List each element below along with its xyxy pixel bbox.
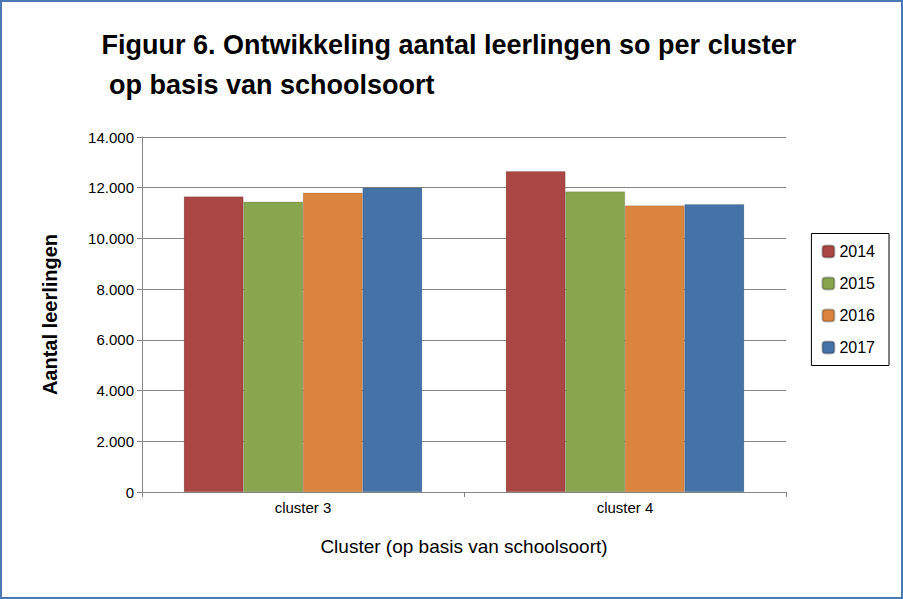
svg-text:2015: 2015 xyxy=(839,275,875,292)
svg-text:2016: 2016 xyxy=(839,307,875,324)
svg-text:10.000: 10.000 xyxy=(88,230,134,247)
svg-text:14.000: 14.000 xyxy=(88,129,134,146)
svg-text:12.000: 12.000 xyxy=(88,179,134,196)
svg-text:Aantal leerlingen: Aantal leerlingen xyxy=(39,234,61,395)
svg-text:4.000: 4.000 xyxy=(96,382,134,399)
svg-text:Cluster (op basis van schoolso: Cluster (op basis van schoolsoort) xyxy=(320,536,607,557)
svg-text:2.000: 2.000 xyxy=(96,433,134,450)
svg-text:cluster 4: cluster 4 xyxy=(597,499,654,516)
svg-text:8.000: 8.000 xyxy=(96,281,134,298)
svg-text:0: 0 xyxy=(126,484,134,501)
svg-text:cluster 3: cluster 3 xyxy=(275,499,332,516)
svg-text:op basis van schoolsoort: op basis van schoolsoort xyxy=(102,70,435,100)
svg-text:Figuur 6. Ontwikkeling aantal: Figuur 6. Ontwikkeling aantal leerlingen… xyxy=(102,30,797,60)
svg-text:2017: 2017 xyxy=(839,339,875,356)
svg-text:2014: 2014 xyxy=(839,243,875,260)
svg-text:6.000: 6.000 xyxy=(96,331,134,348)
